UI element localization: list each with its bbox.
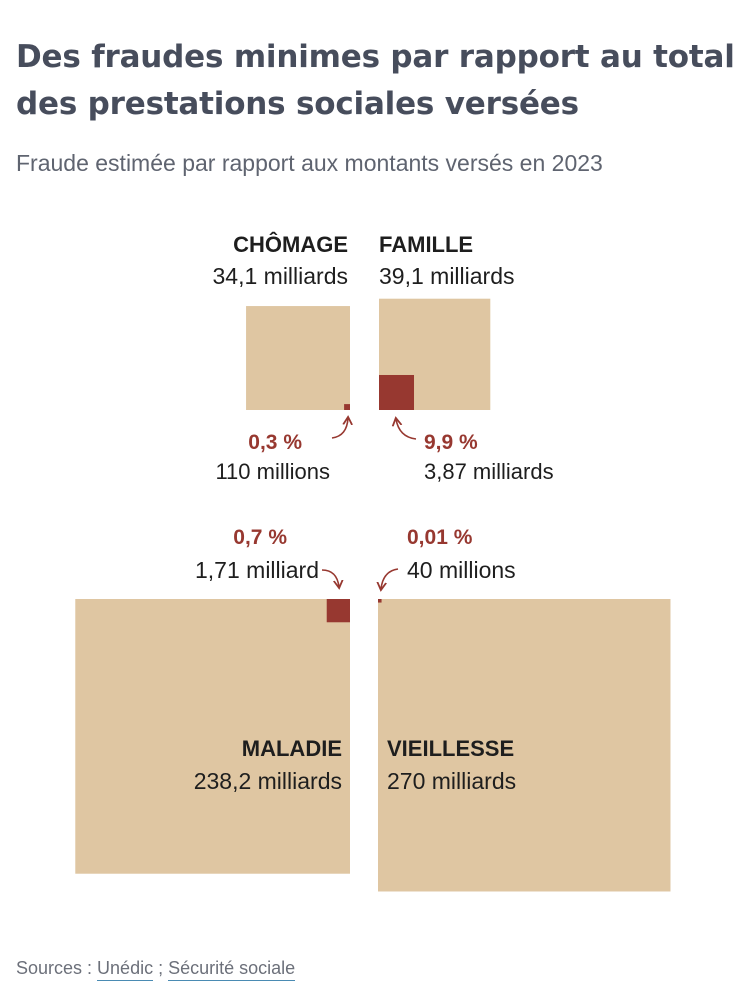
fraud-pct-label-famille: 9,9 % (424, 431, 478, 454)
sources-prefix: Sources : (16, 958, 98, 978)
chart-subtitle: Fraude estimée par rapport aux montants … (16, 150, 603, 176)
fraud-label-maladie: 1,71 milliard (195, 557, 319, 583)
chart: CHÔMAGE 34,1 milliards 0,3 % 110 millions FA… (75, 232, 671, 892)
fraud-square-chomage (344, 404, 350, 410)
arrow-chomage (331, 418, 348, 439)
category-label-maladie: MALADIE (242, 736, 342, 761)
arrow-maladie (321, 569, 339, 587)
fraud-pct-label-chomage: 0,3 % (248, 431, 302, 454)
category-label-famille: FAMILLE (379, 232, 473, 257)
category-label-vieillesse: VIEILLESSE (387, 736, 514, 761)
category-label-chomage: CHÔMAGE (233, 232, 348, 257)
total-label-famille: 39,1 milliards (379, 263, 515, 289)
chart-title: Des fraudes minimes par rapport au total… (16, 39, 735, 122)
source-link-securite-sociale[interactable]: Sécurité sociale (168, 958, 296, 981)
fraud-square-famille (379, 374, 415, 410)
source-link-unedic[interactable]: Unédic (97, 958, 154, 981)
total-label-vieillesse: 270 milliards (387, 768, 516, 794)
total-square-maladie (75, 599, 351, 874)
fraud-square-vieillesse (378, 599, 382, 603)
arrow-vieillesse (381, 568, 399, 589)
sources-line: Sources : Unédic ; Sécurité sociale (16, 958, 296, 981)
fraud-label-vieillesse: 40 millions (407, 557, 516, 583)
arrow-famille (396, 419, 417, 440)
total-square-chomage (246, 306, 350, 410)
fraud-label-famille: 3,87 milliards (424, 459, 554, 484)
fraud-pct-label-maladie: 0,7 % (233, 526, 287, 549)
total-label-chomage: 34,1 milliards (213, 263, 349, 289)
fraud-label-chomage: 110 millions (215, 459, 330, 484)
sources-separator: ; (153, 958, 169, 978)
fraud-pct-label-vieillesse: 0,01 % (407, 526, 473, 549)
fraud-square-maladie (326, 599, 350, 623)
total-label-maladie: 238,2 milliards (194, 768, 342, 794)
total-square-vieillesse (378, 599, 671, 892)
